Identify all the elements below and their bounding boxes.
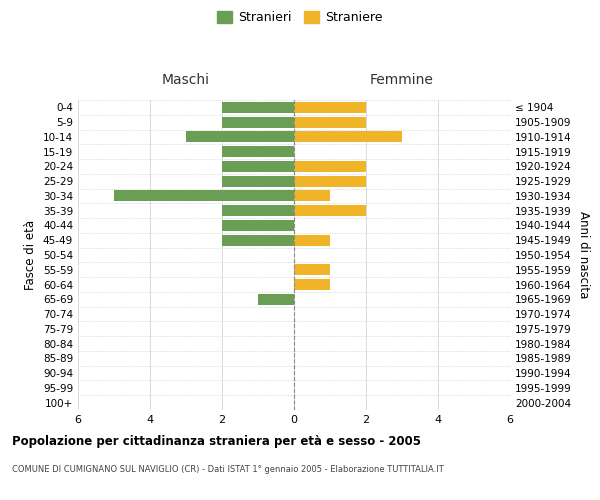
Bar (258, 294, 294, 305)
Bar (222, 146, 294, 157)
Legend: Stranieri, Straniere: Stranieri, Straniere (212, 6, 388, 29)
Bar (294, 102, 366, 113)
Text: Popolazione per cittadinanza straniera per età e sesso - 2005: Popolazione per cittadinanza straniera p… (12, 435, 421, 448)
Bar (114, 190, 294, 202)
Bar (294, 279, 330, 290)
Bar (294, 205, 366, 216)
Bar (186, 132, 294, 142)
Bar (294, 190, 330, 202)
Bar (294, 264, 330, 276)
Bar (222, 116, 294, 128)
Text: Femmine: Femmine (370, 74, 434, 88)
Bar (294, 161, 366, 172)
Bar (222, 234, 294, 246)
Bar (222, 205, 294, 216)
Bar (294, 234, 330, 246)
Y-axis label: Anni di nascita: Anni di nascita (577, 212, 590, 298)
Bar (294, 176, 366, 186)
Bar (222, 161, 294, 172)
Bar (294, 132, 402, 142)
Text: Maschi: Maschi (162, 74, 210, 88)
Bar (222, 102, 294, 113)
Bar (222, 220, 294, 231)
Bar (222, 176, 294, 186)
Text: COMUNE DI CUMIGNANO SUL NAVIGLIO (CR) - Dati ISTAT 1° gennaio 2005 - Elaborazion: COMUNE DI CUMIGNANO SUL NAVIGLIO (CR) - … (12, 465, 444, 474)
Bar (294, 116, 366, 128)
Y-axis label: Fasce di età: Fasce di età (25, 220, 37, 290)
